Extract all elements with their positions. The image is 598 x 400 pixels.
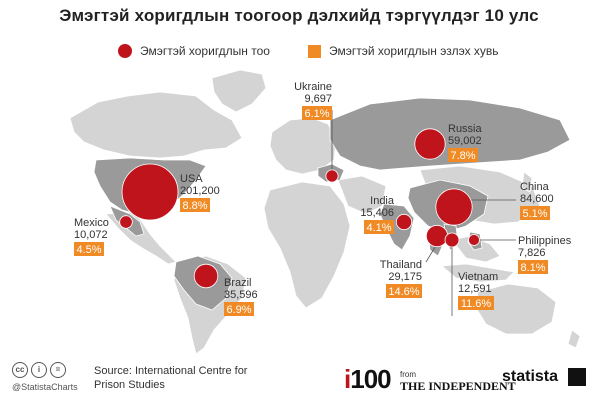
bubble-india[interactable]: [395, 213, 413, 231]
pct-label-mexico: 4.5%: [76, 244, 101, 256]
pct-box-philippines: [518, 260, 548, 274]
pct-box-brazil: [224, 302, 254, 316]
country-label-russia: Russia: [448, 123, 483, 135]
pct-label-russia: 7.8%: [450, 150, 475, 162]
no-derivatives-icon[interactable]: =: [50, 362, 66, 378]
country-label-india: India: [370, 195, 395, 207]
pct-label-thailand: 14.6%: [388, 286, 419, 298]
from-label: from: [400, 370, 416, 379]
pct-label-india: 4.1%: [366, 222, 391, 234]
attribution-icon[interactable]: i: [31, 362, 47, 378]
bubble-ukraine[interactable]: [325, 169, 339, 183]
count-label-mexico: 10,072: [74, 229, 108, 241]
country-label-philippines: Philippines: [518, 235, 572, 247]
country-label-china: China: [520, 181, 550, 193]
country-label-brazil: Brazil: [224, 277, 252, 289]
pct-box-vietnam: [458, 296, 494, 310]
legend-item-percent: Эмэгтэй хоригдлын эзлэх хувь: [308, 44, 499, 58]
pct-label-vietnam: 11.6%: [461, 298, 492, 310]
legend-item-count: Эмэгтэй хоригдлын тоо: [118, 44, 270, 58]
pct-label-ukraine: 6.1%: [304, 108, 329, 120]
country-label-usa: USA: [180, 173, 203, 185]
independent-logo[interactable]: from THE INDEPENDENT: [400, 370, 516, 394]
count-label-philippines: 7,826: [518, 247, 546, 259]
legend-label-count: Эмэгтэй хоригдлын тоо: [140, 44, 270, 58]
count-label-thailand: 29,175: [388, 271, 422, 283]
cc-icon[interactable]: cc: [12, 362, 28, 378]
count-label-russia: 59,002: [448, 135, 482, 147]
red-circle-icon: [118, 44, 132, 58]
bubble-thailand[interactable]: [425, 224, 449, 248]
i100-logo[interactable]: i100: [344, 364, 392, 395]
pct-label-usa: 8.8%: [182, 200, 207, 212]
bubble-philippines[interactable]: [468, 234, 480, 246]
country-label-mexico: Mexico: [74, 217, 109, 229]
chart-title: Эмэгтэй хоригдлын тоогоор дэлхийд тэргүү…: [59, 6, 539, 25]
leader-line-thailand: [425, 243, 438, 263]
pct-box-usa: [180, 198, 210, 212]
footer: cc i = @StatistaCharts Source: Internati…: [0, 358, 598, 400]
bubble-china[interactable]: [435, 188, 473, 226]
source-text: Source: International Centre for Prison …: [94, 365, 248, 391]
count-label-brazil: 35,596: [224, 289, 258, 301]
bubble-usa[interactable]: [121, 163, 179, 221]
country-russia: [329, 97, 571, 171]
country-label-thailand: Thailand: [380, 259, 422, 271]
statista-logo-mark-icon: [568, 368, 586, 386]
bubble-mexico[interactable]: [119, 215, 133, 229]
license-icons: cc i =: [12, 362, 69, 378]
count-label-india: 15,406: [360, 207, 394, 219]
count-label-ukraine: 9,697: [304, 93, 332, 105]
legend-label-percent: Эмэгтэй хоригдлын эзлэх хувь: [329, 44, 499, 58]
pct-label-philippines: 8.1%: [520, 262, 545, 274]
i100-logo-digits: 100: [350, 364, 391, 394]
bubble-vietnam[interactable]: [444, 232, 460, 248]
independent-label: THE INDEPENDENT: [400, 379, 516, 393]
count-label-china: 84,600: [520, 193, 554, 205]
pct-box-ukraine: [302, 106, 332, 120]
pct-box-russia: [448, 148, 478, 162]
bubble-brazil[interactable]: [193, 263, 219, 289]
statista-handle[interactable]: @StatistaCharts: [12, 382, 78, 392]
pct-box-india: [364, 220, 394, 234]
pct-label-china: 5.1%: [522, 208, 547, 220]
orange-square-icon: [308, 44, 321, 58]
pct-box-mexico: [74, 242, 104, 256]
country-label-ukraine: Ukraine: [294, 81, 332, 93]
bubble-russia[interactable]: [414, 128, 446, 160]
bubble-layer: [119, 128, 480, 289]
pct-label-brazil: 6.9%: [226, 304, 251, 316]
statista-logo[interactable]: statista: [502, 368, 559, 385]
count-label-usa: 201,200: [180, 185, 220, 197]
country-label-vietnam: Vietnam: [458, 271, 498, 283]
pct-box-china: [520, 206, 550, 220]
count-label-vietnam: 12,591: [458, 283, 492, 295]
pct-box-thailand: [386, 284, 422, 298]
i100-logo-i: i: [344, 364, 351, 394]
